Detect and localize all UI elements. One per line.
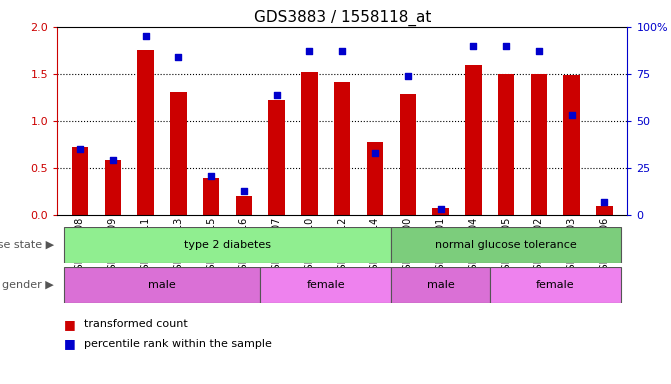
Text: type 2 diabetes: type 2 diabetes <box>184 240 271 250</box>
Text: male: male <box>427 280 454 290</box>
Bar <box>138 50 154 215</box>
Bar <box>498 74 514 215</box>
Bar <box>367 142 383 215</box>
Point <box>238 187 249 194</box>
Bar <box>490 267 621 303</box>
Point <box>74 146 85 152</box>
Bar <box>260 267 391 303</box>
Point <box>403 73 413 79</box>
Bar <box>391 227 621 263</box>
Text: ■: ■ <box>64 337 76 350</box>
Text: ■: ■ <box>64 318 76 331</box>
Bar <box>64 227 391 263</box>
Bar <box>268 100 285 215</box>
Point <box>501 43 511 49</box>
Point <box>566 112 577 118</box>
Bar <box>236 196 252 215</box>
Point <box>304 48 315 55</box>
Text: male: male <box>148 280 176 290</box>
Bar <box>334 83 350 215</box>
Bar <box>105 159 121 215</box>
Bar <box>72 147 88 215</box>
Point <box>468 43 478 49</box>
Text: percentile rank within the sample: percentile rank within the sample <box>84 339 272 349</box>
Point <box>370 150 380 156</box>
Point <box>271 91 282 98</box>
Bar <box>301 72 317 215</box>
Point <box>337 48 348 55</box>
Point <box>533 48 544 55</box>
Text: disease state ▶: disease state ▶ <box>0 240 54 250</box>
Bar <box>465 65 482 215</box>
Point <box>107 157 118 164</box>
Point <box>140 33 151 40</box>
Text: gender ▶: gender ▶ <box>2 280 54 290</box>
Point <box>173 54 184 60</box>
Point <box>435 206 446 212</box>
Bar <box>203 178 219 215</box>
Bar <box>391 267 490 303</box>
Bar <box>597 206 613 215</box>
Bar <box>170 92 187 215</box>
Text: female: female <box>307 280 345 290</box>
Bar <box>64 267 260 303</box>
Bar <box>531 74 547 215</box>
Point <box>599 199 610 205</box>
Point <box>206 172 217 179</box>
Bar <box>432 209 449 215</box>
Title: GDS3883 / 1558118_at: GDS3883 / 1558118_at <box>254 9 431 25</box>
Bar <box>399 94 416 215</box>
Text: normal glucose tolerance: normal glucose tolerance <box>435 240 577 250</box>
Text: transformed count: transformed count <box>84 319 188 329</box>
Bar <box>564 75 580 215</box>
Text: female: female <box>536 280 574 290</box>
